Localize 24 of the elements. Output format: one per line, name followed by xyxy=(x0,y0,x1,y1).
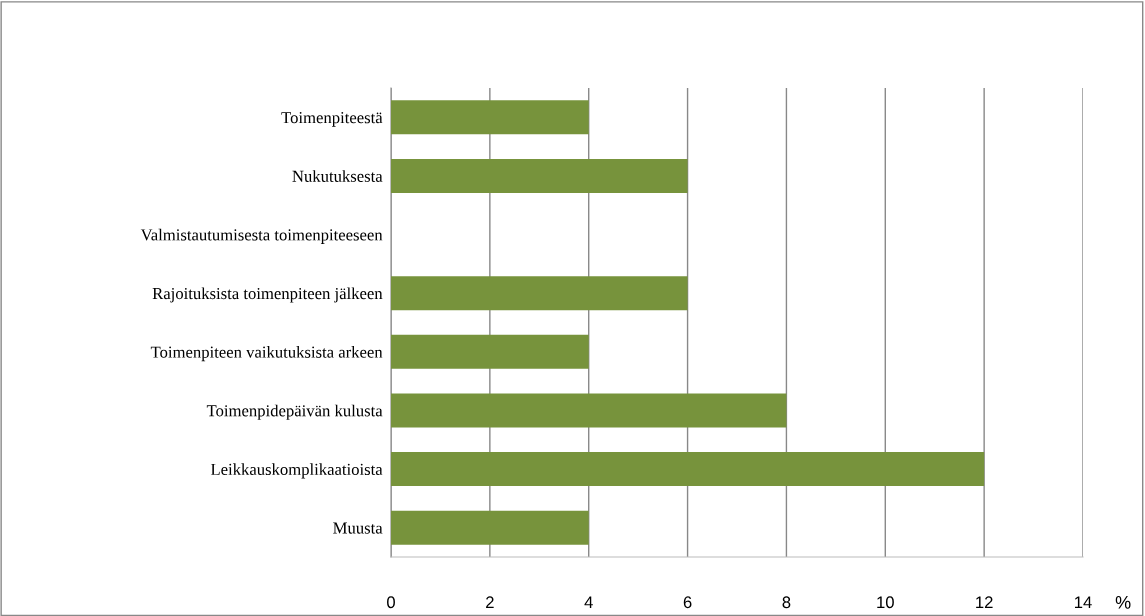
x-tick-label: 6 xyxy=(683,596,692,609)
bar xyxy=(391,452,985,487)
y-tick-label: Toimenpidepäivän kulusta xyxy=(206,404,383,420)
bar xyxy=(391,158,688,193)
bar xyxy=(391,510,589,545)
y-tick-label: Toimenpiteen vaikutuksista arkeen xyxy=(150,346,383,362)
x-tick-label: 0 xyxy=(387,596,395,609)
y-tick-label: Rajoituksista toimenpiteen jälkeen xyxy=(152,287,383,303)
y-tick-label: Muusta xyxy=(333,522,383,534)
y-tick-label: Nukutuksesta xyxy=(292,170,383,182)
x-tick-label: 10 xyxy=(877,596,894,609)
x-tick-label: 8 xyxy=(782,596,791,609)
y-tick-label: Leikkauskomplikaatioista xyxy=(210,463,383,479)
x-tick-label: 2 xyxy=(486,596,494,608)
x-axis-title: % xyxy=(1115,596,1131,609)
x-tick-label: 14 xyxy=(1075,596,1092,608)
x-tick-label: 4 xyxy=(584,596,593,608)
bar xyxy=(391,276,688,311)
bar xyxy=(391,100,589,135)
y-tick-label: Valmistautumisesta toimenpiteeseen xyxy=(140,228,383,244)
x-tick-label: 12 xyxy=(976,596,993,608)
bar xyxy=(391,334,589,369)
bar xyxy=(391,393,787,428)
y-tick-label: Toimenpiteestä xyxy=(281,112,383,127)
